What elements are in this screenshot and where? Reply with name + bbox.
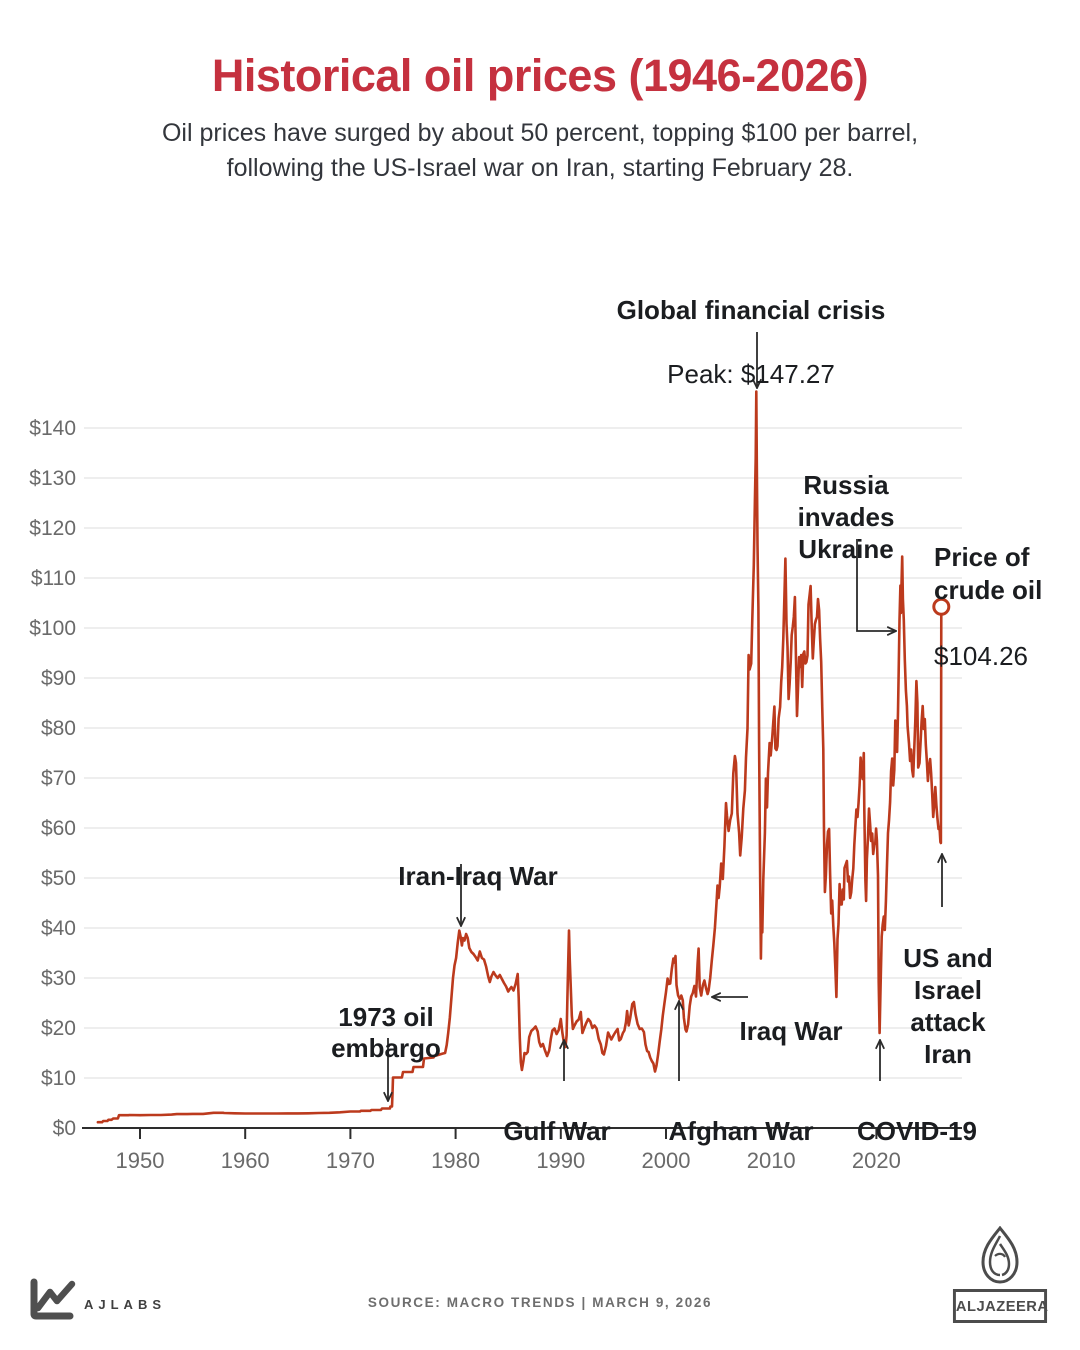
annotation-label: 1973 oil embargo	[331, 1002, 441, 1063]
source-line: SOURCE: MACRO TRENDS | MARCH 9, 2026	[367, 1295, 713, 1310]
annotation-iraq-war: Iraq War	[681, 983, 901, 1079]
x-axis-label: 1960	[221, 1148, 270, 1173]
y-axis-label: $30	[41, 967, 76, 990]
annotation-arrowhead	[937, 853, 943, 864]
y-axis-label: $40	[41, 917, 76, 940]
x-axis-label: 1970	[326, 1148, 375, 1173]
annotation-us-israel-attack-iran: US and Israel attack Iran	[903, 910, 993, 1102]
x-axis-label: 1990	[536, 1148, 585, 1173]
x-axis-label: 2020	[852, 1148, 901, 1173]
page-title: Historical oil prices (1946-2026)	[211, 50, 869, 101]
y-axis-label: $80	[41, 717, 76, 740]
y-axis-label: $120	[29, 517, 76, 540]
y-axis-label: $0	[53, 1117, 76, 1140]
annotation-label: COVID-19	[857, 1116, 977, 1146]
annotation-label: Iran-Iraq War	[398, 861, 558, 891]
annotation-price-of-crude-oil: Price of crude oil $104.26	[934, 509, 1042, 705]
x-axis-label: 1950	[116, 1148, 165, 1173]
y-axis-label: $100	[29, 617, 76, 640]
x-axis-label: 1980	[431, 1148, 480, 1173]
y-axis-label: $130	[29, 467, 76, 490]
annotation-current-price: $104.26	[934, 641, 1028, 671]
y-axis-label: $110	[31, 567, 76, 590]
annotation-arrowhead	[559, 1039, 565, 1050]
y-axis-label: $20	[41, 1017, 76, 1040]
annotation-label: Global financial crisis	[616, 295, 886, 325]
y-axis-label: $70	[41, 767, 76, 790]
aljazeera-logo: ALJAZEERA	[952, 1226, 1048, 1323]
annotation-arrowhead	[752, 378, 758, 389]
annotation-russia-invades-ukraine: Russia invades Ukraine	[798, 437, 895, 597]
annotation-global-financial-crisis: Global financial crisis Peak: $147.27	[581, 262, 921, 423]
annotation-label: Price of crude oil	[934, 542, 1043, 605]
annotation-arrowhead	[886, 626, 897, 632]
x-axis-label: 2000	[642, 1148, 691, 1173]
annotation-arrowhead	[875, 1039, 881, 1050]
annotation-arrowhead	[711, 996, 722, 1002]
price-line	[96, 390, 943, 1124]
annotation-1973-oil-embargo: 1973 oil embargo	[331, 971, 441, 1095]
ajlabs-logo: AJLABS	[26, 1274, 166, 1324]
annotation-arrowhead	[886, 630, 897, 636]
annotation-arrowhead	[756, 378, 762, 389]
x-axis-label: 2010	[747, 1148, 796, 1173]
aljazeera-wordmark: ALJAZEERA	[952, 1289, 1048, 1323]
ajlabs-label: AJLABS	[84, 1297, 167, 1312]
annotation-arrowhead	[711, 992, 722, 998]
ajlabs-chart-icon	[30, 1278, 76, 1320]
annotation-gulf-war: Gulf War	[503, 1083, 610, 1179]
annotation-label: US and Israel attack Iran	[903, 943, 993, 1069]
annotation-arrowhead	[563, 1039, 569, 1050]
annotation-arrow	[856, 539, 896, 632]
page-subtitle: Oil prices have surged by about 50 perce…	[161, 119, 919, 182]
annotation-afghan-war: Afghan War	[611, 1083, 871, 1179]
y-axis-label: $10	[41, 1067, 76, 1090]
annotation-label: Gulf War	[503, 1116, 611, 1146]
annotation-arrowhead	[387, 1091, 393, 1102]
annotation-arrowhead	[456, 916, 462, 927]
annotation-iran-iraq-war: Iran-Iraq War	[328, 828, 628, 924]
annotation-arrowhead	[460, 916, 466, 927]
annotation-arrowhead	[678, 1000, 684, 1011]
annotation-label: Russia invades Ukraine	[797, 470, 895, 564]
aljazeera-flame-icon	[981, 1226, 1019, 1284]
y-axis-label: $90	[41, 667, 76, 690]
annotation-covid-19: COVID-19	[807, 1083, 1027, 1179]
annotation-label: Afghan War	[668, 1116, 814, 1146]
annotation-arrowhead	[674, 1000, 680, 1011]
y-axis-label: $60	[41, 817, 76, 840]
annotation-arrowhead	[383, 1091, 389, 1102]
annotation-label: Iraq War	[739, 1016, 843, 1046]
annotation-arrowhead	[941, 853, 947, 864]
current-price-marker	[932, 597, 951, 616]
y-axis-label: $50	[41, 867, 76, 890]
annotation-arrowhead	[879, 1039, 885, 1050]
annotation-peak-value: Peak: $147.27	[667, 359, 835, 389]
y-axis-label: $140	[29, 417, 76, 440]
